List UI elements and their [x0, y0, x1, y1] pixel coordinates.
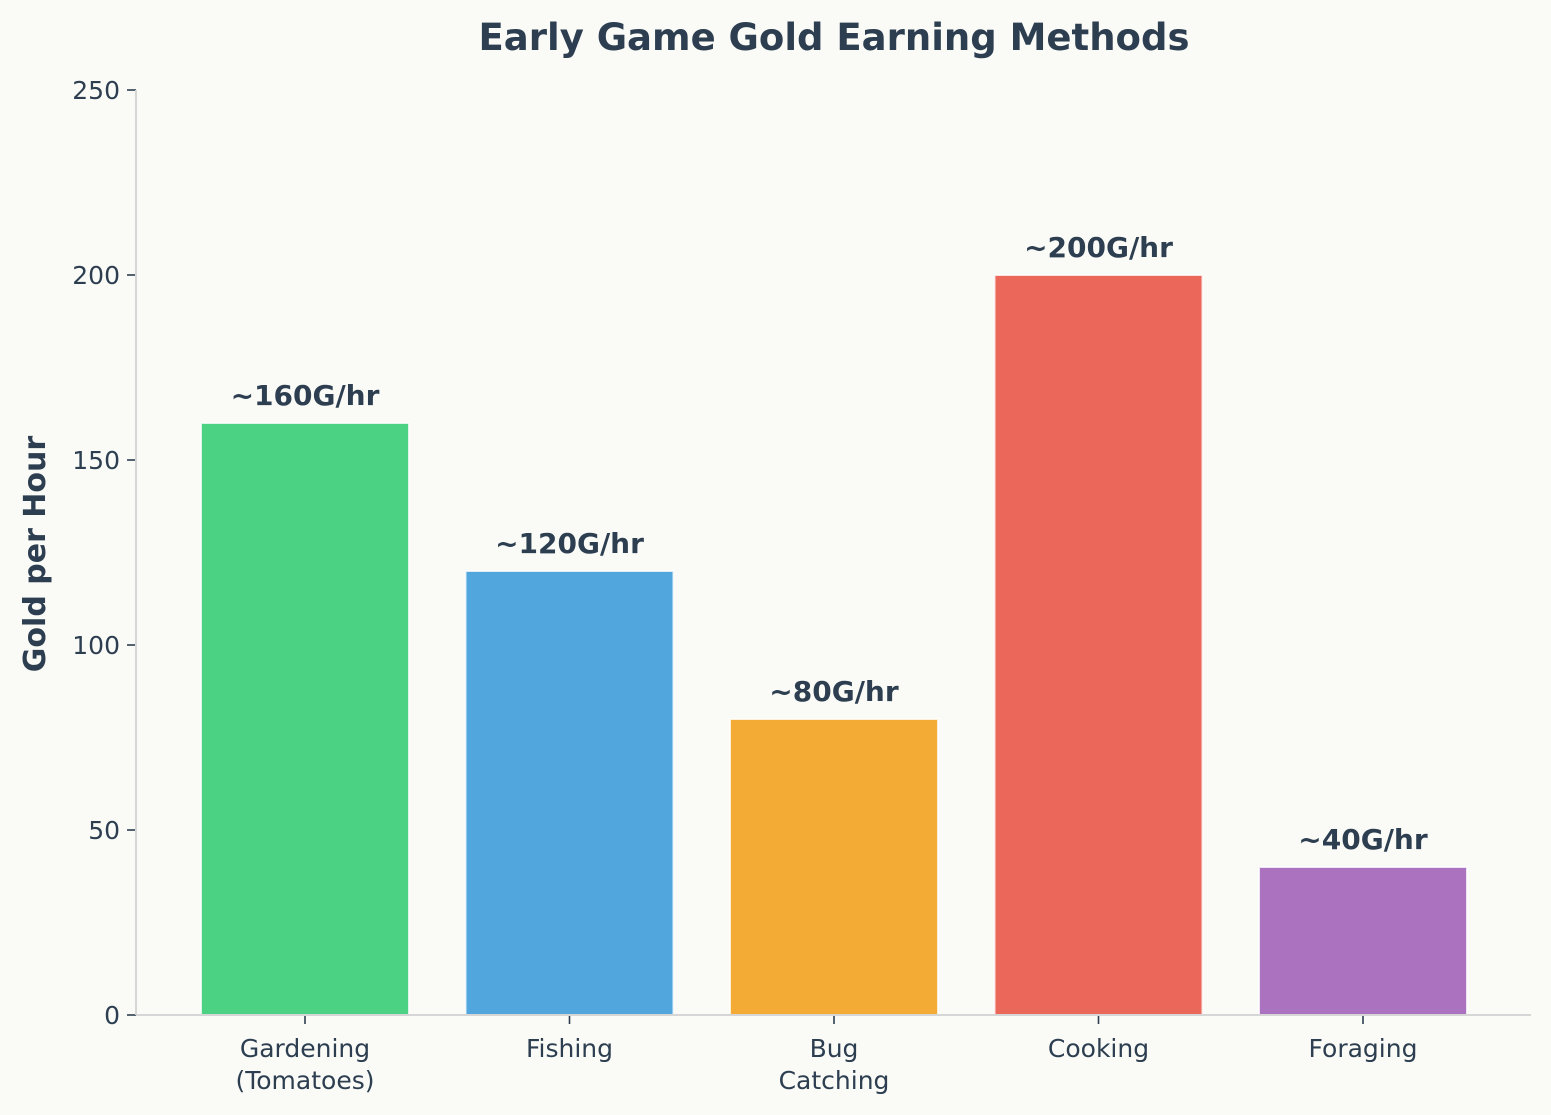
x-tick-label: (Tomatoes): [235, 1066, 374, 1095]
bar-data-label: ~40G/hr: [1298, 823, 1428, 856]
bar-data-label: ~80G/hr: [769, 675, 899, 708]
y-tick-label: 0: [104, 1001, 120, 1030]
bar-data-label: ~120G/hr: [495, 527, 644, 560]
bar: [200, 422, 410, 1016]
x-tick-label: Gardening: [240, 1034, 370, 1063]
x-tick-label: Foraging: [1309, 1034, 1418, 1063]
bar-data-label: ~200G/hr: [1024, 231, 1173, 264]
bar: [1258, 866, 1468, 1016]
y-axis-ticks: 0 50 100 150 200 250: [72, 76, 136, 1030]
bar: [464, 570, 675, 1016]
bars: [200, 274, 1468, 1016]
bar-data-label: ~160G/hr: [231, 379, 380, 412]
bar: [993, 274, 1204, 1016]
data-labels: ~160G/hr ~120G/hr ~80G/hr ~200G/hr ~40G/hr: [231, 231, 1428, 856]
x-tick-label: Cooking: [1048, 1034, 1149, 1063]
bar: [729, 718, 939, 1016]
x-tick-label: Catching: [779, 1066, 890, 1095]
y-axis-label: Gold per Hour: [18, 436, 53, 673]
y-tick-label: 50: [88, 816, 120, 845]
chart-title: Early Game Gold Earning Methods: [479, 16, 1190, 59]
x-axis-ticks: Gardening (Tomatoes) Fishing Bug Catching Coo…: [235, 1015, 1417, 1095]
y-tick-label: 150: [72, 446, 120, 475]
y-tick-label: 200: [72, 261, 120, 290]
y-tick-label: 100: [72, 631, 120, 660]
x-tick-label: Fishing: [526, 1034, 613, 1063]
y-tick-label: 250: [72, 76, 120, 105]
x-tick-label: Bug: [810, 1034, 859, 1063]
